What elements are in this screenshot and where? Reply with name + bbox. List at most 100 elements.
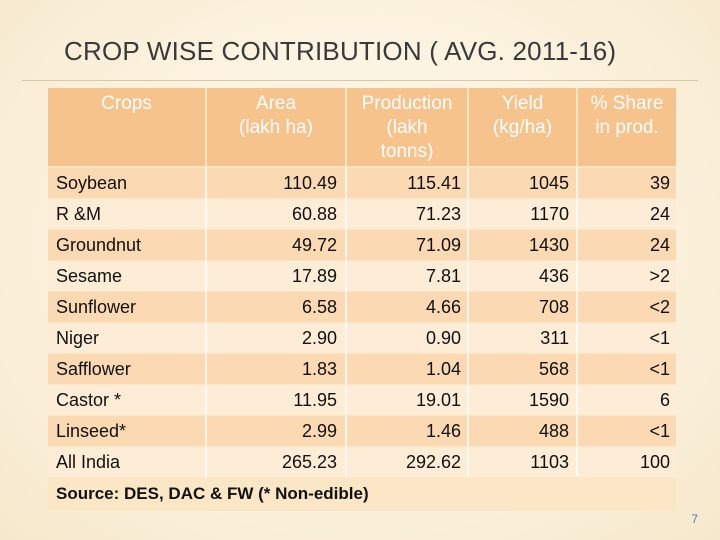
table-row: Groundnut 49.72 71.09 1430 24 xyxy=(48,230,676,260)
cell-crop: Sunflower xyxy=(56,297,137,317)
table-row: Soybean 110.49 115.41 1045 39 xyxy=(48,168,676,198)
cell-yield: 1430 xyxy=(528,235,569,255)
cell-area: 17.89 xyxy=(291,266,337,286)
column-separator xyxy=(205,199,207,229)
cell-production: 7.81 xyxy=(425,266,461,286)
cell-area: 2.99 xyxy=(301,421,337,441)
cell-crop: Sesame xyxy=(56,266,123,286)
column-separator xyxy=(345,168,347,198)
cell-production: 1.46 xyxy=(425,421,461,441)
cell-yield: 488 xyxy=(538,421,569,441)
column-separator xyxy=(205,323,207,353)
page-number: 7 xyxy=(691,512,698,526)
table-row: All India 265.23 292.62 1103 100 xyxy=(48,447,676,477)
cell-crop: Castor * xyxy=(56,390,122,410)
title-divider xyxy=(22,80,698,81)
column-separator xyxy=(576,354,578,384)
cell-share: <1 xyxy=(649,328,670,348)
column-separator xyxy=(345,416,347,446)
cell-production: 4.66 xyxy=(425,297,461,317)
column-separator xyxy=(345,230,347,260)
column-separator xyxy=(576,416,578,446)
cell-area: 6.58 xyxy=(301,297,337,317)
cell-yield: 1590 xyxy=(528,390,569,410)
header-production: Production (lakh tonns) xyxy=(347,88,467,166)
cell-crop: Soybean xyxy=(56,173,128,193)
cell-share: 24 xyxy=(649,204,670,224)
header-share-label: % Share in prod. xyxy=(590,93,664,138)
column-separator xyxy=(576,199,578,229)
cell-area: 110.49 xyxy=(283,173,337,193)
cell-share: <1 xyxy=(649,421,670,441)
column-separator xyxy=(467,261,469,291)
cell-share: <1 xyxy=(649,359,670,379)
column-separator xyxy=(205,416,207,446)
column-separator xyxy=(345,354,347,384)
cell-crop: Safflower xyxy=(56,359,131,379)
column-separator xyxy=(205,354,207,384)
header-crops-label: Crops xyxy=(101,93,152,114)
header-production-label: Production (lakh tonns) xyxy=(361,93,453,162)
slide-title: CROP WISE CONTRIBUTION ( AVG. 2011-16) xyxy=(64,36,617,66)
column-separator xyxy=(576,168,578,198)
cell-share: 6 xyxy=(659,390,670,410)
column-separator xyxy=(205,447,207,477)
column-separator xyxy=(467,385,469,415)
cell-production: 1.04 xyxy=(425,359,461,379)
cell-share: <2 xyxy=(649,297,670,317)
column-separator xyxy=(576,323,578,353)
column-separator xyxy=(345,385,347,415)
column-separator xyxy=(576,230,578,260)
table-row: R &M 60.88 71.23 1170 24 xyxy=(48,199,676,229)
column-separator xyxy=(345,323,347,353)
column-separator xyxy=(467,292,469,322)
column-separator xyxy=(345,447,347,477)
cell-crop: Niger xyxy=(56,328,100,348)
cell-area: 49.72 xyxy=(291,235,337,255)
header-share: % Share in prod. xyxy=(578,88,676,166)
cell-production: 71.23 xyxy=(415,204,461,224)
column-separator xyxy=(467,230,469,260)
cell-production: 19.01 xyxy=(415,390,461,410)
column-separator xyxy=(576,261,578,291)
cell-yield: 1045 xyxy=(528,173,569,193)
table-row: Niger 2.90 0.90 311 <1 xyxy=(48,323,676,353)
table-row: Castor * 11.95 19.01 1590 6 xyxy=(48,385,676,415)
column-separator xyxy=(467,199,469,229)
cell-crop: All India xyxy=(56,452,121,472)
column-separator xyxy=(576,385,578,415)
cell-yield: 1103 xyxy=(530,452,569,472)
column-separator xyxy=(205,385,207,415)
cell-production: 71.09 xyxy=(415,235,461,255)
table-row: Sunflower 6.58 4.66 708 <2 xyxy=(48,292,676,322)
cell-share: 39 xyxy=(649,173,670,193)
cell-production: 292.62 xyxy=(405,452,461,472)
column-separator xyxy=(576,292,578,322)
column-separator xyxy=(205,168,207,198)
cell-crop: Groundnut xyxy=(56,235,142,255)
column-separator xyxy=(205,292,207,322)
cell-area: 2.90 xyxy=(301,328,337,348)
table-row: Sesame 17.89 7.81 436 >2 xyxy=(48,261,676,291)
cell-production: 0.90 xyxy=(425,328,461,348)
column-separator xyxy=(467,354,469,384)
source-note: Source: DES, DAC & FW (* Non-edible) xyxy=(56,484,369,503)
column-separator xyxy=(345,261,347,291)
cell-yield: 436 xyxy=(538,266,569,286)
column-separator xyxy=(467,416,469,446)
table-row: Linseed* 2.99 1.46 488 <1 xyxy=(48,416,676,446)
cell-yield: 708 xyxy=(538,297,569,317)
column-separator xyxy=(467,447,469,477)
cell-yield: 1170 xyxy=(530,204,569,224)
cell-area: 11.95 xyxy=(293,390,337,410)
header-crops: Crops xyxy=(48,88,205,166)
cell-area: 60.88 xyxy=(291,204,337,224)
column-separator xyxy=(205,230,207,260)
cell-yield: 311 xyxy=(540,328,569,348)
cell-crop: R &M xyxy=(56,204,101,224)
header-area: Area (lakh ha) xyxy=(207,88,345,166)
cell-yield: 568 xyxy=(538,359,569,379)
column-separator xyxy=(205,261,207,291)
column-separator xyxy=(467,323,469,353)
table-row: Safflower 1.83 1.04 568 <1 xyxy=(48,354,676,384)
